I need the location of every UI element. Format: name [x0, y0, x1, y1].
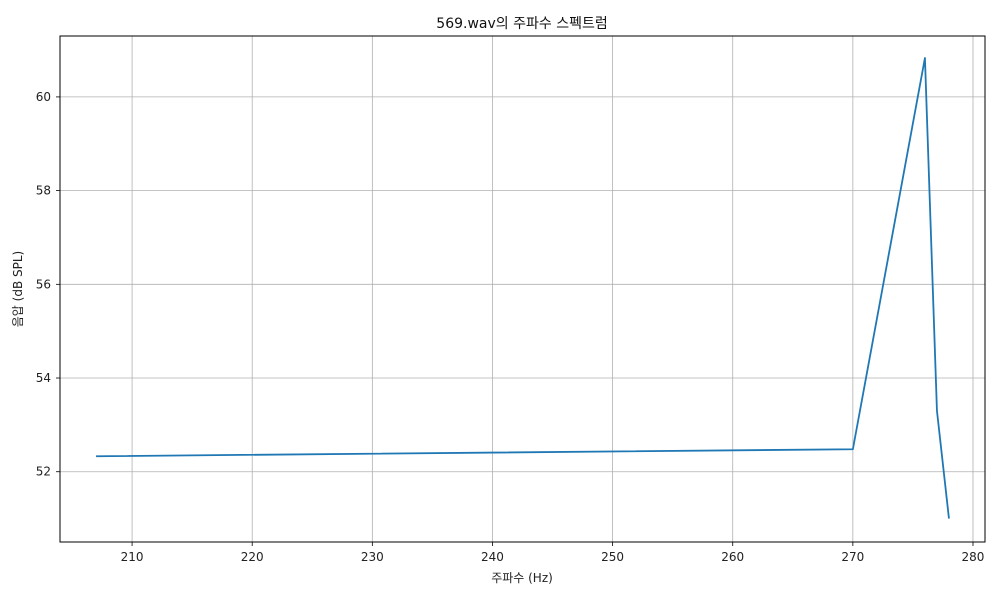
y-tick-label: 52 [36, 465, 51, 479]
y-tick-label: 56 [36, 277, 51, 291]
plot-area-frame [59, 35, 986, 543]
y-axis-label: 음압 (dB SPL) [11, 251, 25, 327]
y-tick-label: 58 [36, 184, 51, 198]
x-axis-label: 주파수 (Hz) [491, 571, 553, 585]
x-tick-label: 250 [601, 550, 624, 564]
x-tick-label: 280 [962, 550, 985, 564]
ticks: 210 220 230 240 250 260 270 280 52 54 56 58 60 [36, 90, 985, 564]
grid [60, 36, 985, 542]
x-tick-label: 270 [841, 550, 864, 564]
x-tick-label: 230 [361, 550, 384, 564]
x-tick-label: 260 [721, 550, 744, 564]
series-line [96, 57, 950, 519]
y-tick-label: 60 [36, 90, 51, 104]
x-tick-label: 220 [241, 550, 264, 564]
chart-title: 569.wav의 주파수 스펙트럼 [436, 16, 607, 32]
y-tick-label: 54 [36, 371, 51, 385]
series-layer [96, 57, 950, 519]
x-tick-label: 210 [121, 550, 144, 564]
x-tick-label: 240 [481, 550, 504, 564]
